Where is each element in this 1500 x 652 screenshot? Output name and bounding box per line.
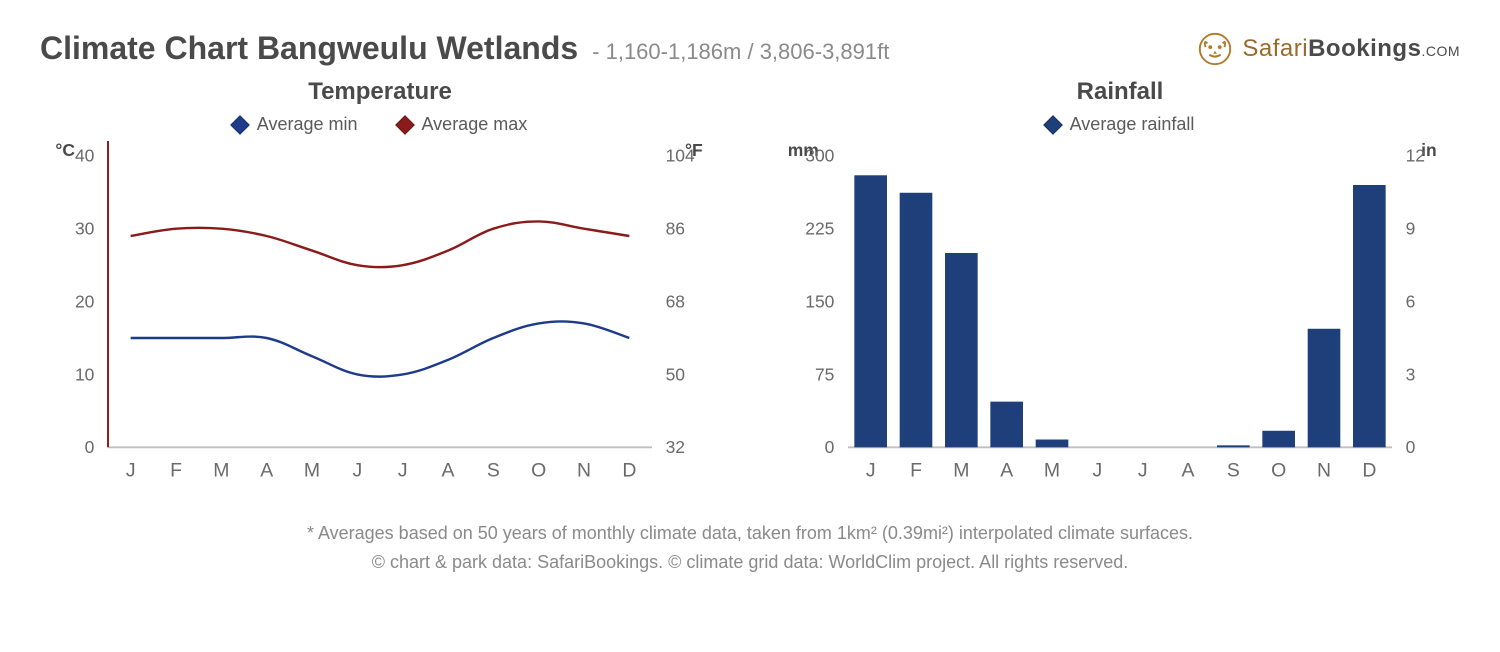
legend-avg-max: Average max [398,114,528,135]
rainfall-chart: mmin075150225300036912JFMAMJJASOND [780,141,1460,501]
svg-text:A: A [442,459,455,481]
rainfall-chart-panel: Rainfall Average rainfall mmin0751502253… [780,78,1460,501]
rainfall-title: Rainfall [780,78,1460,106]
safaribookings-logo: SafariBookings.COM [1196,30,1460,68]
svg-text:D: D [622,459,636,481]
svg-text:20: 20 [75,291,95,311]
diamond-icon [230,115,250,135]
legend-avg-rainfall: Average rainfall [1046,114,1195,135]
svg-text:N: N [577,459,591,481]
svg-text:O: O [1271,459,1286,481]
elevation-subtitle: - 1,160-1,186m / 3,806-3,891ft [592,39,889,65]
svg-text:A: A [1182,459,1195,481]
legend-avg-min: Average min [233,114,358,135]
svg-text:J: J [1138,459,1148,481]
svg-text:M: M [304,459,320,481]
svg-text:D: D [1362,459,1376,481]
legend-min-label: Average min [257,114,358,135]
svg-text:75: 75 [815,364,834,384]
svg-text:300: 300 [805,146,834,166]
diamond-icon [395,115,415,135]
svg-text:O: O [531,459,546,481]
temperature-chart-panel: Temperature Average min Average max °C°F… [40,78,720,501]
svg-text:12: 12 [1406,146,1425,166]
svg-text:3: 3 [1406,364,1416,384]
svg-text:J: J [126,459,136,481]
lion-icon [1196,30,1234,68]
svg-text:S: S [487,459,500,481]
svg-text:6: 6 [1406,291,1416,311]
footnote-line2: © chart & park data: SafariBookings. © c… [40,548,1460,577]
svg-text:M: M [213,459,229,481]
svg-text:M: M [953,459,969,481]
svg-text:F: F [170,459,182,481]
footnote-line1: * Averages based on 50 years of monthly … [40,519,1460,548]
svg-text:J: J [398,459,408,481]
legend-rain-label: Average rainfall [1070,114,1195,135]
logo-bookings-text: Bookings [1308,35,1421,62]
svg-text:A: A [1000,459,1013,481]
svg-text:0: 0 [1406,437,1416,457]
svg-text:0: 0 [825,437,835,457]
svg-text:32: 32 [666,437,685,457]
svg-text:0: 0 [85,437,95,457]
svg-text:J: J [866,459,876,481]
svg-text:104: 104 [666,146,695,166]
svg-text:225: 225 [805,219,834,239]
svg-text:J: J [352,459,362,481]
temperature-chart: °C°F01020304032506886104JFMAMJJASOND [40,141,720,501]
svg-text:A: A [260,459,273,481]
svg-text:50: 50 [666,364,686,384]
page-title: Climate Chart Bangweulu Wetlands [40,30,578,67]
svg-text:M: M [1044,459,1060,481]
svg-text:150: 150 [805,291,834,311]
logo-com-text: .COM [1421,43,1460,59]
svg-text:68: 68 [666,291,685,311]
svg-text:°C: °C [55,141,75,160]
svg-text:F: F [910,459,922,481]
svg-text:N: N [1317,459,1331,481]
svg-text:86: 86 [666,219,685,239]
svg-text:10: 10 [75,364,95,384]
svg-text:9: 9 [1406,219,1416,239]
svg-text:40: 40 [75,146,95,166]
logo-safari-text: Safari [1242,35,1308,62]
svg-text:J: J [1092,459,1102,481]
legend-max-label: Average max [422,114,528,135]
svg-text:S: S [1227,459,1240,481]
diamond-icon [1043,115,1063,135]
temperature-title: Temperature [40,78,720,106]
svg-text:30: 30 [75,219,95,239]
